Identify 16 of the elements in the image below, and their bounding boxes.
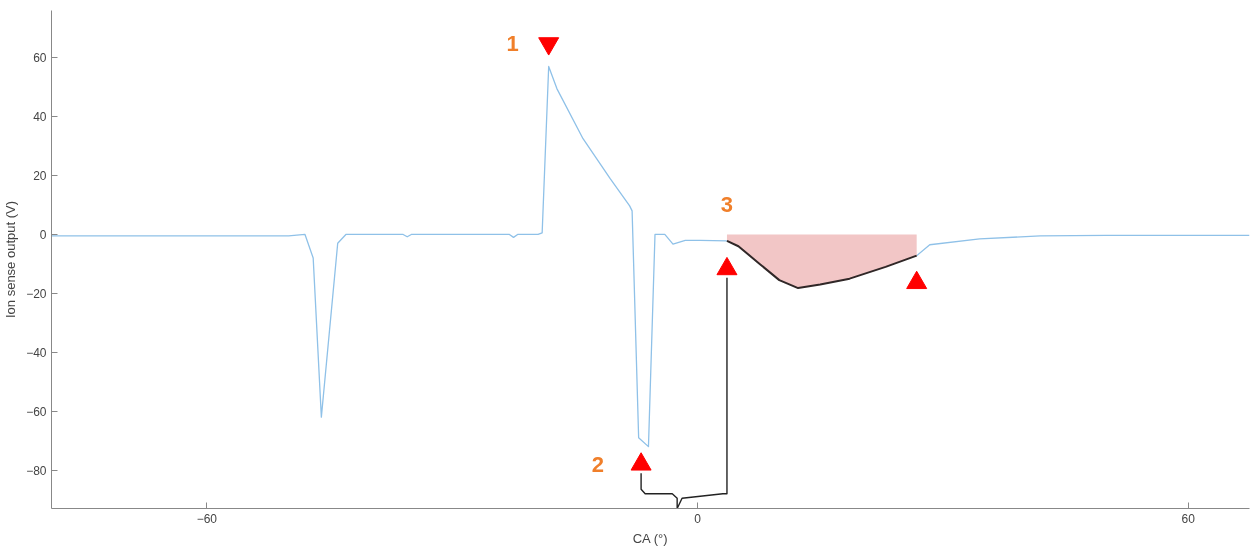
annotation: 3 — [720, 191, 734, 217]
x-axis-title: CA (°) — [632, 530, 668, 546]
y-tick-label: −40 — [26, 345, 47, 360]
y-tick-label: −80 — [26, 463, 47, 478]
annotation: 1 — [506, 31, 519, 56]
x-tick-label: 60 — [1181, 511, 1196, 526]
y-axis-title: Ion sense output (V) — [3, 200, 19, 319]
x-tick-label: −60 — [196, 511, 218, 526]
y-tick-label: 60 — [33, 51, 47, 66]
y-tick-label: 40 — [33, 110, 47, 125]
x-tick-label: 0 — [694, 511, 702, 526]
y-tick-label: −60 — [26, 404, 47, 419]
annotation: 2 — [591, 451, 604, 477]
y-tick-label: 20 — [33, 169, 47, 184]
y-tick-label: −20 — [26, 286, 47, 301]
y-tick-label: 0 — [39, 227, 47, 242]
